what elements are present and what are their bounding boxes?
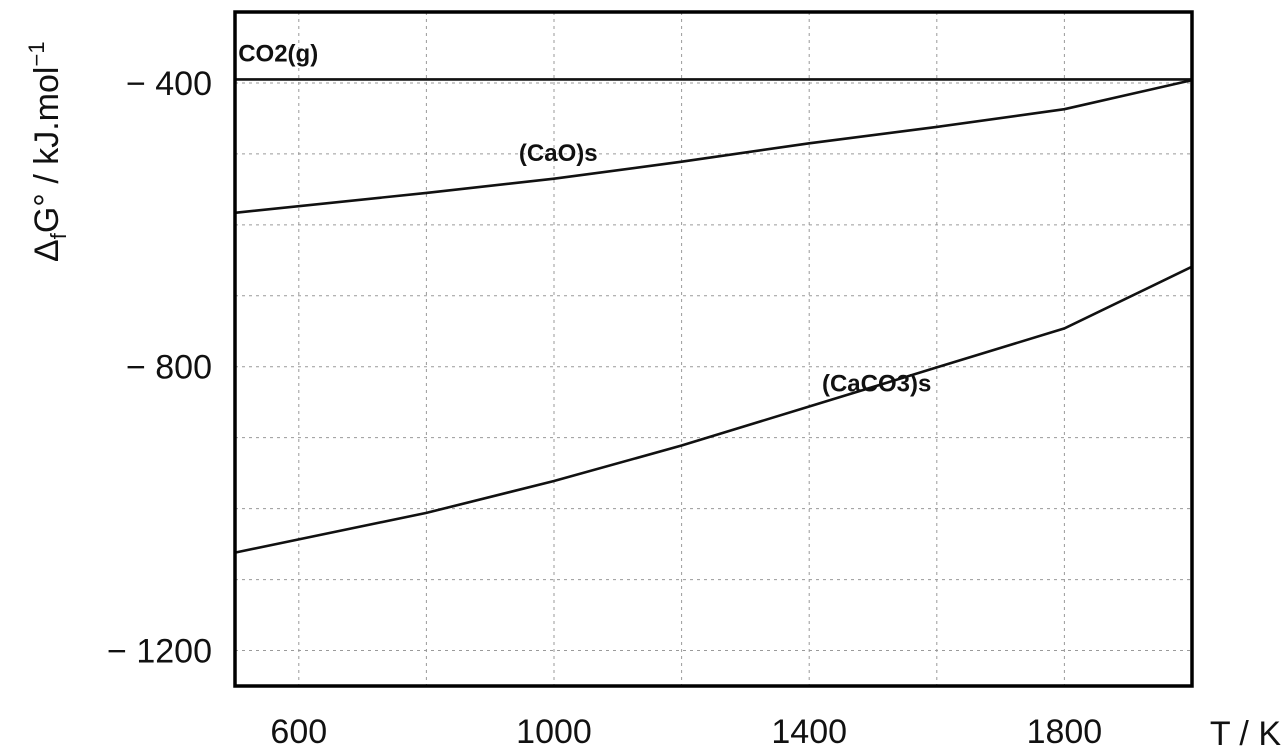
series-label-2: (CaCO3)s <box>822 371 931 398</box>
x-tick-label: 1400 <box>771 713 847 751</box>
series-label-0: CO2(g) <box>238 41 318 68</box>
grid <box>235 12 1192 686</box>
y-axis-title-main: G° / kJ.mol <box>28 67 66 234</box>
y-tick-label: − 400 <box>126 65 212 103</box>
x-tick-label: 600 <box>270 713 327 751</box>
series-label-1: (CaO)s <box>519 140 598 167</box>
y-axis-title-superscript: −1 <box>24 41 49 66</box>
x-tick-label: 1000 <box>516 713 592 751</box>
x-axis-title: T / K <box>1210 715 1281 751</box>
x-tick-label: 1800 <box>1027 713 1103 751</box>
x-tick-labels: 600 1000 1400 1800 <box>270 713 1102 751</box>
series-line-2 <box>234 265 1193 554</box>
plot-frame <box>233 10 1194 688</box>
y-axis-title: ΔfG° / kJ.mol−1 <box>24 41 71 262</box>
y-axis-title-prefix: Δ <box>28 239 66 262</box>
y-tick-label: − 800 <box>126 349 212 387</box>
series-lines <box>234 78 1193 554</box>
series-line-1 <box>234 78 1193 215</box>
y-axis-title-subscript: f <box>46 232 71 239</box>
y-tick-labels: − 400 − 800 − 1200 <box>107 65 212 671</box>
y-tick-label: − 1200 <box>107 633 212 671</box>
series-labels: CO2(g) (CaO)s (CaCO3)s <box>238 41 931 398</box>
